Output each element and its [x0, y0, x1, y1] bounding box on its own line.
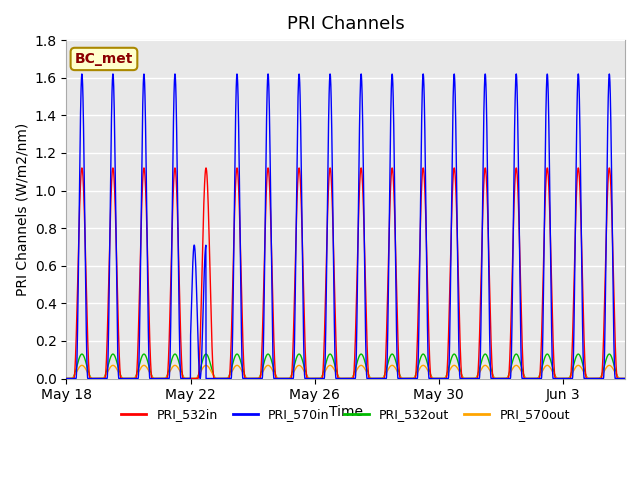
X-axis label: Time: Time — [329, 405, 363, 419]
Title: PRI Channels: PRI Channels — [287, 15, 404, 33]
Text: BC_met: BC_met — [75, 52, 133, 66]
Y-axis label: PRI Channels (W/m2/nm): PRI Channels (W/m2/nm) — [15, 123, 29, 296]
Legend: PRI_532in, PRI_570in, PRI_532out, PRI_570out: PRI_532in, PRI_570in, PRI_532out, PRI_57… — [116, 403, 575, 426]
